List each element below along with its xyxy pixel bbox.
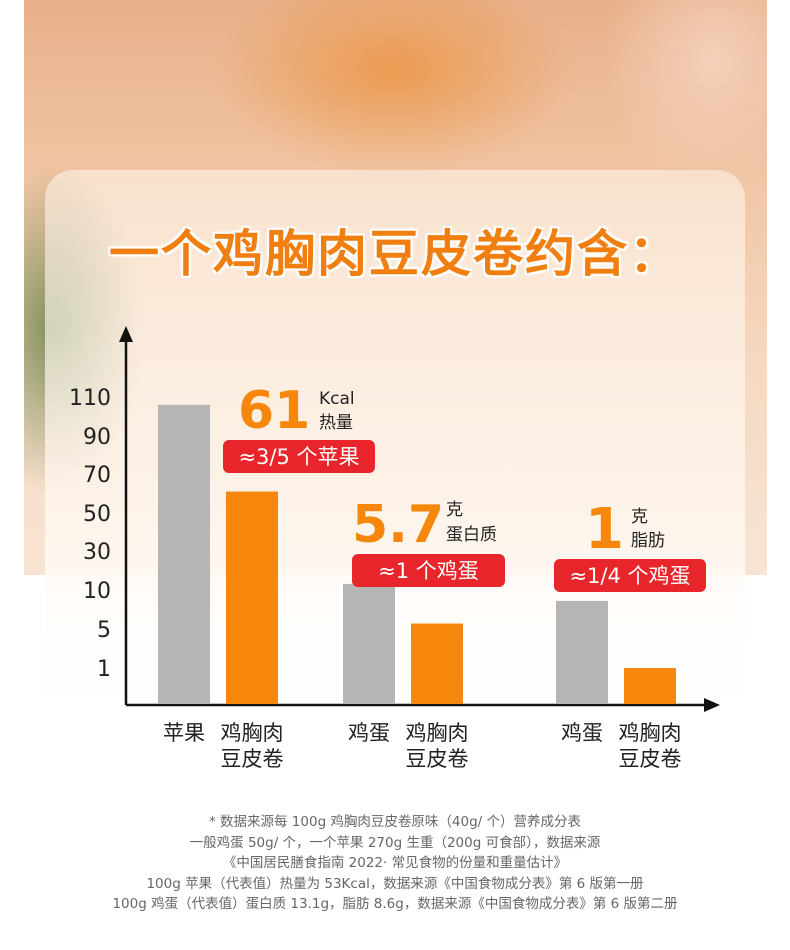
headline-value: 61 [238, 381, 310, 441]
bar [226, 491, 278, 704]
bar [624, 668, 676, 704]
comparison-badge [554, 559, 706, 592]
x-label: 苹果 [163, 721, 205, 745]
comparison-badge-text: ≈3/5 个苹果 [238, 445, 359, 469]
bar [411, 623, 463, 704]
footnote-line: 《中国居民膳食指南 2022· 常见食物的份量和重量估计》 [222, 855, 568, 871]
y-tick-label: 90 [83, 425, 111, 450]
x-axis-arrow [704, 698, 720, 712]
y-tick-label: 70 [83, 463, 111, 488]
bars [158, 404, 676, 704]
x-label: 鸡胸肉 [221, 721, 284, 745]
x-label: 豆皮卷 [221, 747, 284, 771]
comparison-badge [352, 554, 505, 587]
nutrient-label: 蛋白质 [446, 525, 497, 545]
page-title: 一个鸡胸肉豆皮卷约含： [109, 225, 681, 283]
footnote-line: 100g 鸡蛋（代表值）蛋白质 13.1g，脂肪 8.6g，数据来源《中国食物成… [112, 896, 678, 912]
headline-unit: Kcal [319, 389, 355, 409]
y-tick-label: 5 [97, 618, 111, 643]
headline-unit: 克 [446, 500, 463, 520]
y-tick-label: 110 [69, 386, 111, 411]
x-label: 鸡胸肉 [406, 721, 469, 745]
y-tick-label: 50 [83, 502, 111, 527]
nutrient-label: 脂肪 [631, 531, 665, 551]
headline-value: 5.7 [352, 495, 444, 555]
x-label: 鸡蛋 [561, 721, 603, 745]
comparison-badge-text: ≈1/4 个鸡蛋 [569, 564, 690, 588]
y-axis-arrow [119, 326, 133, 342]
footnote-line: * 数据来源每 100g 鸡胸肉豆皮卷原味（40g/ 个）营养成分表 [208, 814, 582, 830]
footnote-line: 一般鸡蛋 50g/ 个，一个苹果 270g 生重（200g 可食部），数据来源 [189, 834, 601, 851]
y-tick-label: 30 [83, 540, 111, 565]
footnote-line: 100g 苹果（代表值）热量为 53Kcal，数据来源《中国食物成分表》第 6 … [146, 875, 644, 892]
comparison-badge [223, 440, 375, 473]
y-tick-label: 1 [97, 657, 111, 682]
bar [343, 583, 395, 704]
x-label: 鸡胸肉 [619, 721, 682, 745]
bar [158, 404, 210, 704]
nutrient-label: 热量 [319, 413, 353, 433]
comparison-badge-text: ≈1 个鸡蛋 [378, 559, 479, 583]
bar [556, 600, 608, 704]
chart-axes [119, 326, 720, 712]
headline-value: 1 [585, 497, 624, 562]
y-tick-labels: 110 90 70 50 30 10 5 1 [69, 386, 111, 682]
x-label: 豆皮卷 [619, 747, 682, 771]
x-label: 鸡蛋 [348, 721, 390, 745]
headline-unit: 克 [631, 507, 648, 527]
footnotes: * 数据来源每 100g 鸡胸肉豆皮卷原味（40g/ 个）营养成分表 一般鸡蛋 … [0, 812, 790, 915]
y-tick-label: 10 [83, 579, 111, 604]
x-label: 豆皮卷 [406, 747, 469, 771]
